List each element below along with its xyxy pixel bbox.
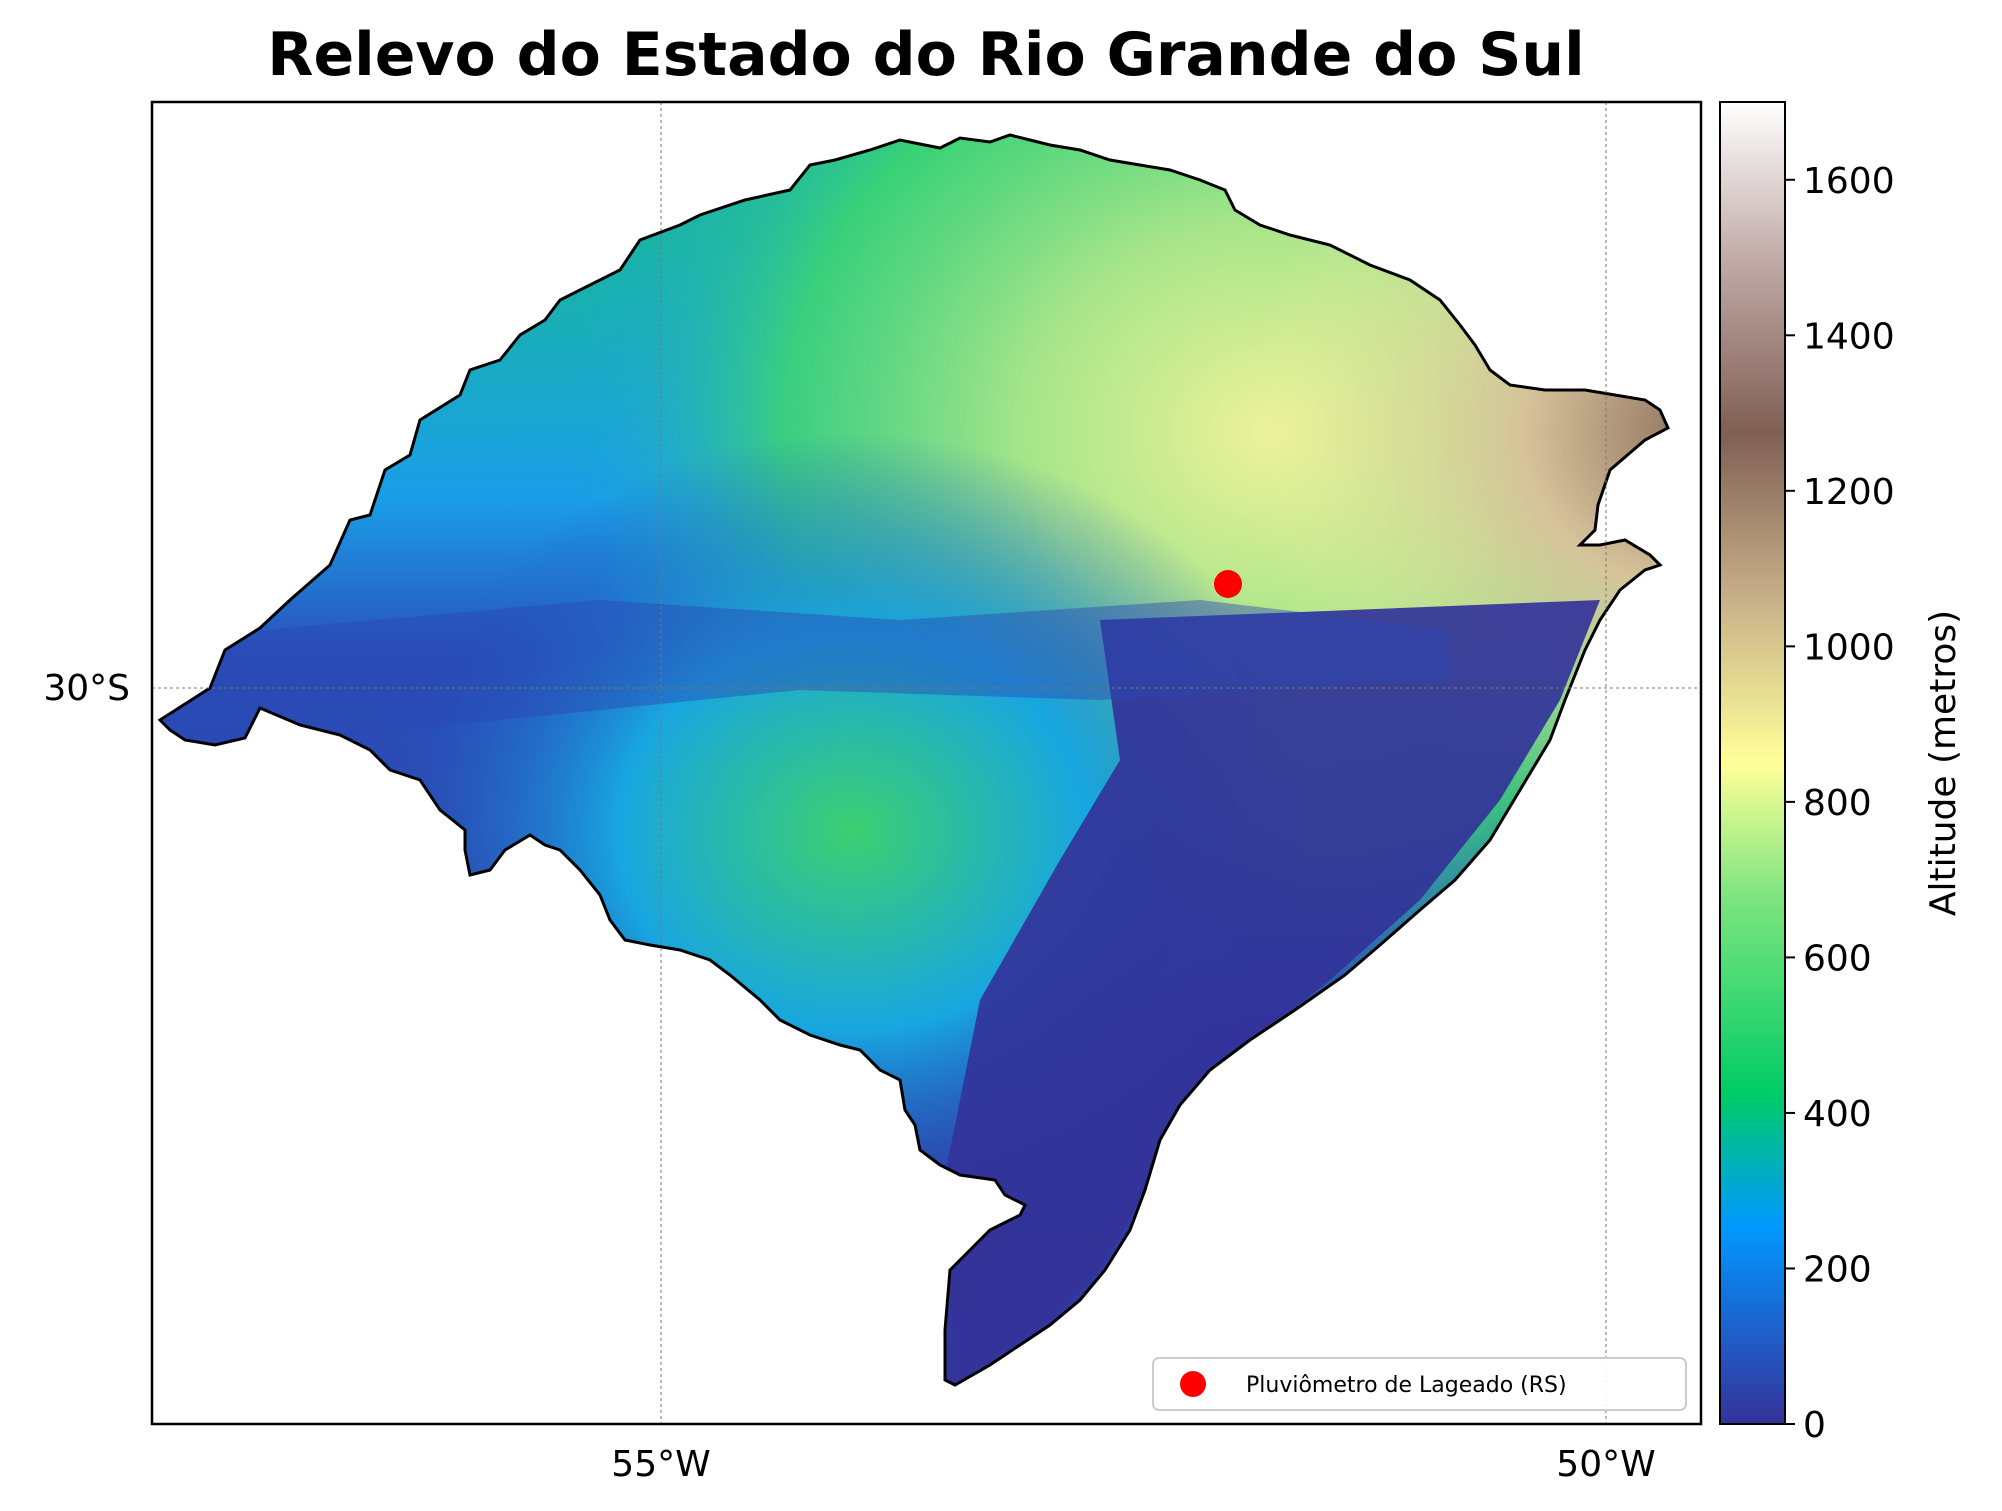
lon-tick-label: 50°W [1556, 1444, 1655, 1485]
colorbar-tick-label: 1200 [1803, 472, 1895, 513]
colorbar-tick-label: 1000 [1803, 627, 1895, 668]
legend-label: Pluviômetro de Lageado (RS) [1246, 1373, 1567, 1398]
lon-tick-label: 55°W [611, 1444, 710, 1485]
colorbar-tick-label: 1600 [1803, 161, 1895, 202]
colorbar-tick-label: 400 [1803, 1094, 1872, 1135]
colorbar: 0 200 400 600 800 1000 1200 1400 1600 Altitude (… [1719, 101, 1964, 1446]
colorbar-tick-label: 600 [1803, 938, 1872, 979]
lat-tick-label: 30°S [43, 668, 130, 709]
colorbar-gradient [1719, 101, 1786, 1425]
map-title: Relevo do Estado do Rio Grande do Sul [267, 20, 1584, 90]
colorbar-tick-label: 1400 [1803, 316, 1895, 357]
lageado-rain-gauge-marker [1214, 570, 1242, 598]
map-axes: Pluviômetro de Lageado (RS) [150, 100, 1703, 1426]
map-legend: Pluviômetro de Lageado (RS) [1152, 1357, 1687, 1411]
colorbar-tick-label: 800 [1803, 783, 1872, 824]
gridlines [153, 103, 1700, 1423]
colorbar-ticks: 0 200 400 600 800 1000 1200 1400 1600 [1785, 161, 1895, 1446]
colorbar-tick-label: 0 [1803, 1405, 1826, 1446]
legend-marker-icon [1180, 1371, 1206, 1397]
colorbar-tick-label: 200 [1803, 1249, 1872, 1290]
colorbar-label: Altitude (metros) [1923, 610, 1964, 916]
